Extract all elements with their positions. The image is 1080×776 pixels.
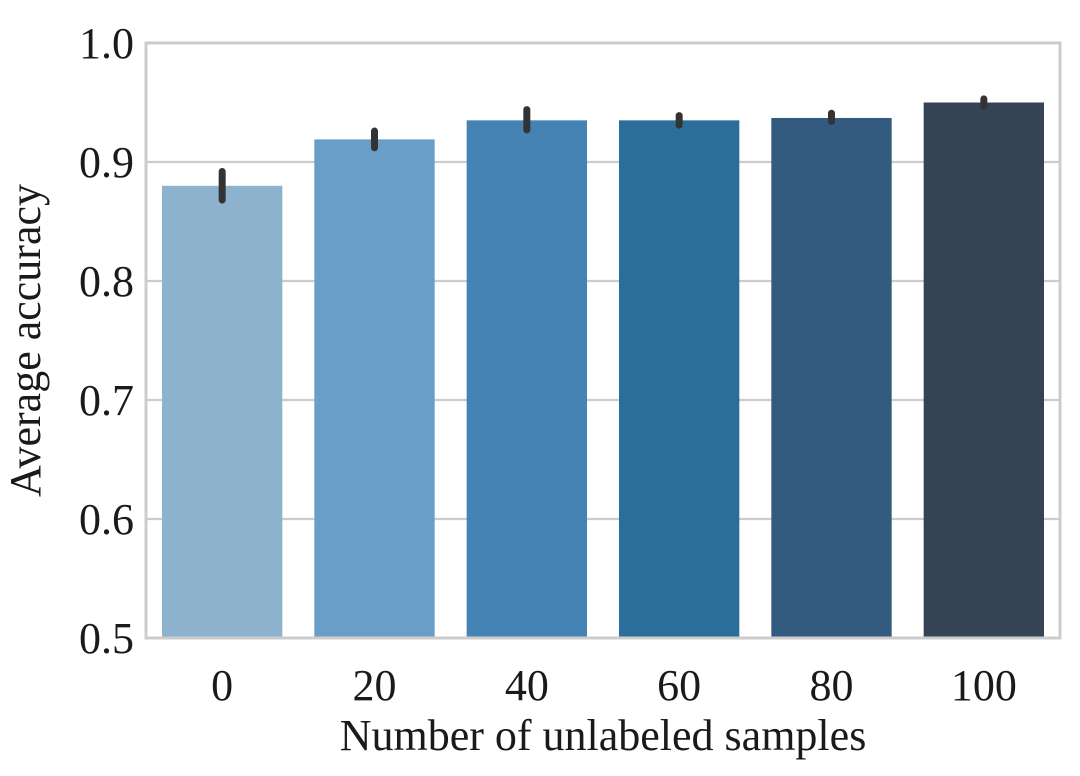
error-bars [218, 95, 988, 204]
plot-frame [144, 41, 1062, 640]
bar [466, 120, 588, 639]
y-tick-label: 0.7 [79, 376, 134, 425]
x-tick-label: 40 [505, 661, 549, 710]
y-tick-label: 0.6 [79, 495, 134, 544]
bar [161, 185, 283, 639]
bar [923, 102, 1045, 638]
y-tick-label: 0.5 [79, 614, 134, 663]
x-tick-label: 80 [810, 661, 854, 710]
x-tick-labels: 0 20 40 60 80 100 [211, 661, 1017, 710]
y-tick-label: 1.0 [79, 19, 134, 68]
x-tick-label: 0 [211, 661, 233, 710]
x-tick-label: 60 [657, 661, 701, 710]
y-tick-label: 0.9 [79, 138, 134, 187]
gridlines [146, 41, 1060, 640]
bar [314, 139, 435, 638]
y-tick-labels: 0.5 0.6 0.7 0.8 0.9 1.0 [79, 19, 134, 663]
x-axis-title: Number of unlabeled samples [340, 711, 867, 760]
y-axis-title: Average accuracy [1, 184, 50, 497]
x-tick-label: 100 [951, 661, 1017, 710]
y-tick-label: 0.8 [79, 257, 134, 306]
bar [771, 117, 892, 639]
x-tick-label: 20 [353, 661, 397, 710]
bars [161, 102, 1045, 639]
bar [618, 120, 740, 639]
